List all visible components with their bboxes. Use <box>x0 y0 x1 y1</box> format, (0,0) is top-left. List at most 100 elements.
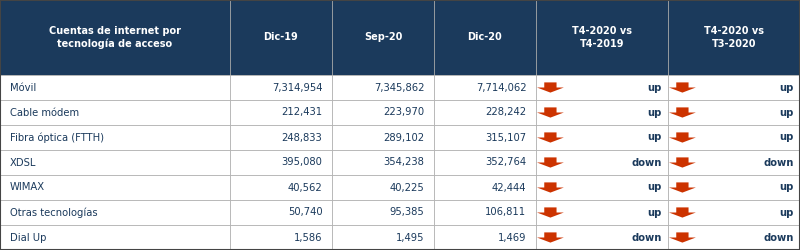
Bar <box>332 0 434 75</box>
Bar <box>332 200 434 225</box>
Bar <box>536 0 668 75</box>
Text: 7,314,954: 7,314,954 <box>272 82 322 92</box>
Polygon shape <box>669 132 696 142</box>
Bar <box>434 175 536 200</box>
Bar <box>668 0 800 75</box>
Text: Sep-20: Sep-20 <box>364 32 402 42</box>
Bar <box>0 225 230 250</box>
Text: 352,764: 352,764 <box>486 158 526 168</box>
Text: WIMAX: WIMAX <box>10 182 45 192</box>
Polygon shape <box>537 158 564 168</box>
Bar <box>230 150 332 175</box>
Text: 354,238: 354,238 <box>383 158 424 168</box>
Bar <box>434 150 536 175</box>
Bar <box>536 175 668 200</box>
Bar <box>230 100 332 125</box>
Text: 106,811: 106,811 <box>486 208 526 218</box>
Text: down: down <box>763 158 794 168</box>
Polygon shape <box>537 232 564 242</box>
Bar <box>0 0 230 75</box>
Polygon shape <box>669 208 696 218</box>
Bar <box>668 200 800 225</box>
Bar <box>434 0 536 75</box>
Text: T4-2020 vs
T3-2020: T4-2020 vs T3-2020 <box>704 26 764 49</box>
Bar <box>0 125 230 150</box>
Polygon shape <box>669 182 696 192</box>
Polygon shape <box>669 232 696 242</box>
Bar <box>332 225 434 250</box>
Bar <box>668 225 800 250</box>
Bar <box>536 150 668 175</box>
Text: Cable módem: Cable módem <box>10 108 78 118</box>
Text: 1,495: 1,495 <box>396 232 424 242</box>
Bar <box>668 150 800 175</box>
Bar <box>536 75 668 100</box>
Bar <box>0 150 230 175</box>
Polygon shape <box>537 108 564 118</box>
Bar <box>434 100 536 125</box>
Text: up: up <box>647 82 662 92</box>
Text: 315,107: 315,107 <box>486 132 526 142</box>
Bar <box>0 175 230 200</box>
Text: 395,080: 395,080 <box>282 158 322 168</box>
Text: up: up <box>779 182 794 192</box>
Bar <box>434 225 536 250</box>
Text: Dic-20: Dic-20 <box>468 32 502 42</box>
Text: Fibra óptica (FTTH): Fibra óptica (FTTH) <box>10 132 104 143</box>
Text: up: up <box>779 82 794 92</box>
Bar <box>332 100 434 125</box>
Text: T4-2020 vs
T4-2019: T4-2020 vs T4-2019 <box>572 26 632 49</box>
Polygon shape <box>537 208 564 218</box>
Bar <box>230 200 332 225</box>
Bar <box>536 100 668 125</box>
Bar <box>536 225 668 250</box>
Text: Dic-19: Dic-19 <box>264 32 298 42</box>
Bar <box>230 75 332 100</box>
Bar <box>668 175 800 200</box>
Text: 1,586: 1,586 <box>294 232 322 242</box>
Text: 223,970: 223,970 <box>383 108 424 118</box>
Text: Dial Up: Dial Up <box>10 232 46 242</box>
Text: down: down <box>631 158 662 168</box>
Bar <box>0 75 230 100</box>
Text: 7,345,862: 7,345,862 <box>374 82 424 92</box>
Text: 40,562: 40,562 <box>288 182 322 192</box>
Text: Otras tecnologías: Otras tecnologías <box>10 207 98 218</box>
Bar <box>434 75 536 100</box>
Bar <box>332 125 434 150</box>
Text: Cuentas de internet por
tecnología de acceso: Cuentas de internet por tecnología de ac… <box>49 26 181 49</box>
Polygon shape <box>537 182 564 192</box>
Text: 95,385: 95,385 <box>390 208 424 218</box>
Text: XDSL: XDSL <box>10 158 36 168</box>
Bar <box>536 125 668 150</box>
Bar <box>332 150 434 175</box>
Bar <box>434 125 536 150</box>
Polygon shape <box>537 82 564 92</box>
Polygon shape <box>669 158 696 168</box>
Bar <box>434 200 536 225</box>
Text: 228,242: 228,242 <box>486 108 526 118</box>
Text: down: down <box>631 232 662 242</box>
Text: 7,714,062: 7,714,062 <box>476 82 526 92</box>
Bar <box>332 175 434 200</box>
Bar <box>230 175 332 200</box>
Bar <box>0 200 230 225</box>
Text: 212,431: 212,431 <box>282 108 322 118</box>
Bar <box>668 125 800 150</box>
Text: up: up <box>647 108 662 118</box>
Bar <box>230 0 332 75</box>
Bar <box>230 125 332 150</box>
Bar <box>668 100 800 125</box>
Text: 40,225: 40,225 <box>390 182 424 192</box>
Text: 248,833: 248,833 <box>282 132 322 142</box>
Bar <box>668 75 800 100</box>
Text: down: down <box>763 232 794 242</box>
Text: 1,469: 1,469 <box>498 232 526 242</box>
Text: up: up <box>779 208 794 218</box>
Text: 42,444: 42,444 <box>492 182 526 192</box>
Text: up: up <box>779 132 794 142</box>
Polygon shape <box>537 132 564 142</box>
Text: up: up <box>647 208 662 218</box>
Bar <box>332 75 434 100</box>
Text: Móvil: Móvil <box>10 82 36 92</box>
